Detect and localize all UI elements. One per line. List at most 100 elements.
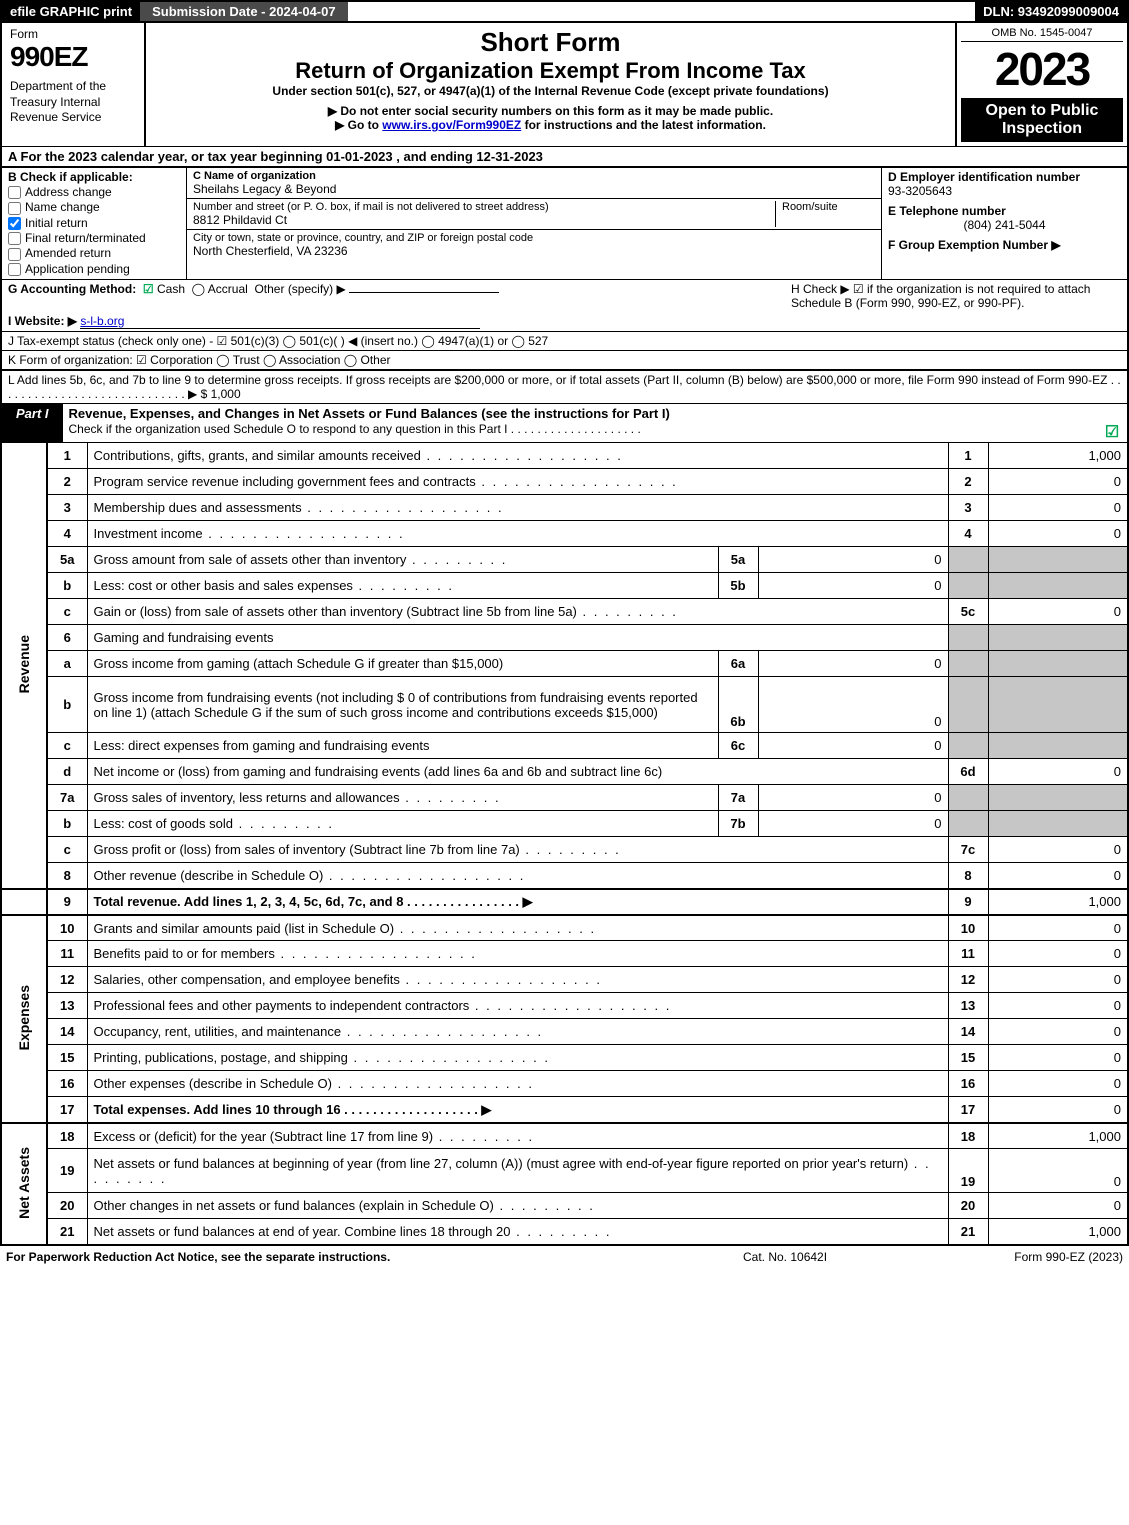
- chk-application-pending[interactable]: Application pending: [8, 262, 180, 276]
- row-21-outnum: 21: [948, 1219, 988, 1245]
- row-21-val: 1,000: [988, 1219, 1128, 1245]
- row-7b-num: b: [47, 811, 87, 837]
- irs-link[interactable]: www.irs.gov/Form990EZ: [382, 118, 521, 132]
- group-exemption: F Group Exemption Number ▶: [888, 238, 1121, 252]
- row-18-outnum: 18: [948, 1123, 988, 1149]
- row-6a-outnum: [948, 651, 988, 677]
- row-10-num: 10: [47, 915, 87, 941]
- section-d-e-f: D Employer identification number 93-3205…: [882, 168, 1127, 279]
- row-5c-val: 0: [988, 599, 1128, 625]
- row-21-desc: Net assets or fund balances at end of ye…: [87, 1219, 948, 1245]
- row-3-num: 3: [47, 495, 87, 521]
- section-c: C Name of organization Sheilahs Legacy &…: [187, 168, 882, 279]
- row-7a-outnum: [948, 785, 988, 811]
- row-6b-inval: 0: [758, 677, 948, 733]
- row-6b-innum: 6b: [718, 677, 758, 733]
- row-7c-num: c: [47, 837, 87, 863]
- row-7c-outnum: 7c: [948, 837, 988, 863]
- part-i-header: Part I Revenue, Expenses, and Changes in…: [0, 404, 1129, 443]
- row-7a-num: 7a: [47, 785, 87, 811]
- footer-catno: Cat. No. 10642I: [743, 1250, 943, 1264]
- row-4-val: 0: [988, 521, 1128, 547]
- chk-name-change[interactable]: Name change: [8, 200, 180, 214]
- city: North Chesterfield, VA 23236: [193, 244, 875, 258]
- row-20-desc: Other changes in net assets or fund bala…: [87, 1193, 948, 1219]
- row-5c-outnum: 5c: [948, 599, 988, 625]
- row-6c-innum: 6c: [718, 733, 758, 759]
- chk-initial-return[interactable]: Initial return: [8, 216, 180, 230]
- part-i-table: Revenue 1 Contributions, gifts, grants, …: [0, 443, 1129, 1246]
- row-6a-num: a: [47, 651, 87, 677]
- row-5b-outval: [988, 573, 1128, 599]
- row-5c-num: c: [47, 599, 87, 625]
- row-7c-desc: Gross profit or (loss) from sales of inv…: [87, 837, 948, 863]
- submission-date: Submission Date - 2024-04-07: [140, 2, 348, 21]
- row-5a-inval: 0: [758, 547, 948, 573]
- row-7b-outnum: [948, 811, 988, 837]
- row-5b-innum: 5b: [718, 573, 758, 599]
- chk-address-change[interactable]: Address change: [8, 185, 180, 199]
- row-6d-num: d: [47, 759, 87, 785]
- row-11-outnum: 11: [948, 941, 988, 967]
- row-11-desc: Benefits paid to or for members: [87, 941, 948, 967]
- row-17-outnum: 17: [948, 1097, 988, 1123]
- row-19-desc: Net assets or fund balances at beginning…: [87, 1149, 948, 1193]
- revenue-spacer: [1, 889, 47, 915]
- row-8-num: 8: [47, 863, 87, 889]
- row-20-val: 0: [988, 1193, 1128, 1219]
- row-3-outnum: 3: [948, 495, 988, 521]
- row-4-num: 4: [47, 521, 87, 547]
- part-i-checkbox[interactable]: ☑: [1097, 404, 1127, 442]
- part-i-title: Revenue, Expenses, and Changes in Net As…: [69, 406, 670, 421]
- row-6b-outval: [988, 677, 1128, 733]
- row-7a-desc: Gross sales of inventory, less returns a…: [87, 785, 718, 811]
- row-6a-inval: 0: [758, 651, 948, 677]
- row-5c-desc: Gain or (loss) from sale of assets other…: [87, 599, 948, 625]
- form-id-block: Form 990EZ Department of the Treasury In…: [2, 23, 146, 146]
- row-11-val: 0: [988, 941, 1128, 967]
- row-17-num: 17: [47, 1097, 87, 1123]
- row-6d-outnum: 6d: [948, 759, 988, 785]
- row-11-num: 11: [47, 941, 87, 967]
- row-16-outnum: 16: [948, 1071, 988, 1097]
- top-bar: efile GRAPHIC print Submission Date - 20…: [0, 0, 1129, 23]
- ein-label: D Employer identification number: [888, 170, 1121, 184]
- row-12-num: 12: [47, 967, 87, 993]
- row-17-desc: Total expenses. Add lines 10 through 16 …: [87, 1097, 948, 1123]
- row-6a-innum: 6a: [718, 651, 758, 677]
- row-5a-outval: [988, 547, 1128, 573]
- row-7b-desc: Less: cost of goods sold: [87, 811, 718, 837]
- chk-amended-return[interactable]: Amended return: [8, 246, 180, 260]
- row-6-desc: Gaming and fundraising events: [87, 625, 948, 651]
- footer-formid: Form 990-EZ (2023): [943, 1250, 1123, 1264]
- row-8-val: 0: [988, 863, 1128, 889]
- row-6b-outnum: [948, 677, 988, 733]
- line-i: I Website: ▶ s-l-b.org: [8, 314, 781, 329]
- return-title: Return of Organization Exempt From Incom…: [156, 58, 945, 84]
- row-14-num: 14: [47, 1019, 87, 1045]
- irs-link-pre: ▶ Go to: [335, 118, 382, 132]
- row-13-outnum: 13: [948, 993, 988, 1019]
- row-16-desc: Other expenses (describe in Schedule O): [87, 1071, 948, 1097]
- row-6-outval: [988, 625, 1128, 651]
- row-13-val: 0: [988, 993, 1128, 1019]
- row-5b-desc: Less: cost or other basis and sales expe…: [87, 573, 718, 599]
- row-6c-desc: Less: direct expenses from gaming and fu…: [87, 733, 718, 759]
- row-7b-outval: [988, 811, 1128, 837]
- row-9-num: 9: [47, 889, 87, 915]
- row-9-val: 1,000: [988, 889, 1128, 915]
- open-to-public: Open to Public Inspection: [961, 98, 1123, 142]
- city-label: City or town, state or province, country…: [193, 232, 875, 244]
- row-6a-outval: [988, 651, 1128, 677]
- row-6b-num: b: [47, 677, 87, 733]
- website-link[interactable]: s-l-b.org: [80, 314, 124, 328]
- row-7a-inval: 0: [758, 785, 948, 811]
- row-19-num: 19: [47, 1149, 87, 1193]
- tel-label: E Telephone number: [888, 204, 1121, 218]
- chk-final-return[interactable]: Final return/terminated: [8, 231, 180, 245]
- row-14-desc: Occupancy, rent, utilities, and maintena…: [87, 1019, 948, 1045]
- row-17-val: 0: [988, 1097, 1128, 1123]
- year-block: OMB No. 1545-0047 2023 Open to Public In…: [957, 23, 1127, 146]
- form-number: 990EZ: [10, 41, 136, 73]
- row-13-desc: Professional fees and other payments to …: [87, 993, 948, 1019]
